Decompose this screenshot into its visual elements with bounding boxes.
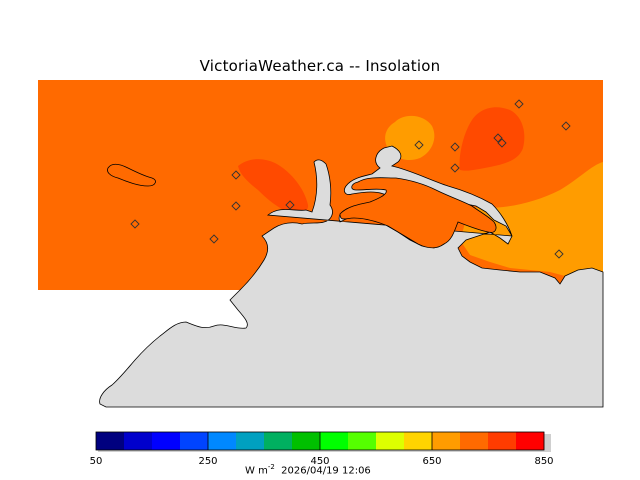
station-marker[interactable] (493, 133, 503, 143)
legend-caption: W m-2 2026/04/19 12:06 (245, 463, 371, 476)
station-marker[interactable] (450, 142, 460, 152)
insolation-zone-dark-ne (459, 107, 525, 171)
map-title: VictoriaWeather.ca -- Insolation (199, 57, 441, 75)
legend-unit: W m (245, 465, 268, 477)
legend-colorbar (95, 431, 551, 452)
station-marker[interactable] (285, 200, 295, 210)
colorbar-swatch (404, 432, 433, 450)
legend-unit-exponent: -2 (267, 463, 275, 471)
colorbar-swatch (292, 432, 321, 450)
colorbar-swatch (488, 432, 517, 450)
station-marker[interactable] (497, 138, 507, 148)
insolation-zone-light-se (460, 162, 603, 276)
colorbar-swatch (208, 432, 237, 450)
station-marker[interactable] (209, 234, 219, 244)
station-marker[interactable] (561, 121, 571, 131)
island-west (107, 163, 156, 187)
colorbar-frame (95, 431, 545, 451)
land-mass (99, 145, 604, 408)
colorbar-swatch (264, 432, 293, 450)
colorbar-swatch (152, 432, 181, 450)
station-marker[interactable] (450, 163, 460, 173)
legend-tick-labels: 50 250 450 650 850 (90, 456, 554, 467)
station-marker[interactable] (514, 99, 524, 109)
legend-tick-label: 650 (422, 456, 441, 467)
legend-tick-label: 850 (534, 456, 553, 467)
station-marker[interactable] (554, 249, 564, 259)
station-marker[interactable] (231, 201, 241, 211)
colorbar-swatch (320, 432, 349, 450)
colorbar-swatch (236, 432, 265, 450)
colorbar-swatch (96, 432, 125, 450)
station-marker[interactable] (414, 140, 424, 150)
colorbar-swatch (180, 432, 209, 450)
colorbar-swatch (516, 432, 545, 450)
colorbar-swatch (348, 432, 377, 450)
legend-timestamp: 2026/04/19 12:06 (281, 465, 371, 477)
colorbar-swatch (460, 432, 489, 450)
station-marker[interactable] (130, 219, 140, 229)
legend-tick-label: 50 (90, 456, 103, 467)
insolation-zone-dark-west (238, 159, 309, 215)
colorbar-swatch (376, 432, 405, 450)
station-marker[interactable] (231, 170, 241, 180)
insolation-zone-light-north (385, 115, 435, 161)
weather-stations (130, 99, 571, 259)
island-central (339, 177, 497, 249)
legend-tick-label: 250 (198, 456, 217, 467)
colorbar-swatch (432, 432, 461, 450)
colorbar-swatch (124, 432, 153, 450)
legend-tick-label: 450 (310, 456, 329, 467)
